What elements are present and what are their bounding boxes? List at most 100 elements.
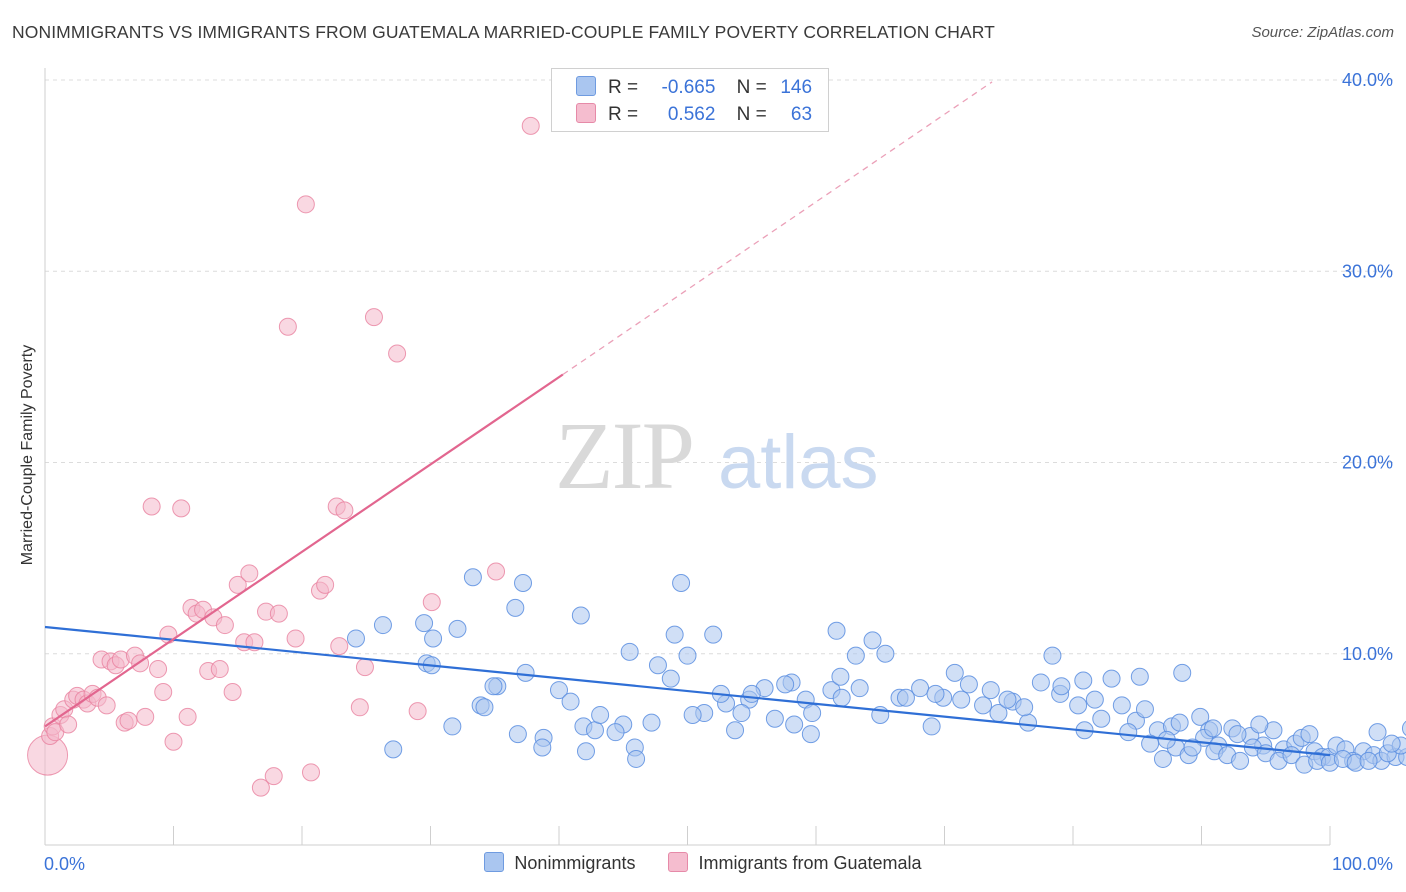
point-nonimmigrants (1204, 719, 1223, 738)
point-nonimmigrants (876, 644, 895, 663)
point-nonimmigrants (678, 646, 697, 665)
point-nonimmigrants (827, 621, 846, 640)
legend-item-nonimmigrants[interactable]: Nonimmigrants (484, 852, 635, 874)
point-nonimmigrants (1228, 725, 1247, 744)
point-nonimmigrants (832, 688, 851, 707)
axes (44, 68, 1331, 846)
point-immigrants (388, 344, 407, 363)
chart-title: NONIMMIGRANTS VS IMMIGRANTS FROM GUATEMA… (12, 22, 995, 42)
point-immigrants (286, 629, 305, 648)
point-nonimmigrants (863, 631, 882, 650)
point-immigrants (172, 499, 191, 518)
legend-r-value: -0.665 (661, 77, 716, 98)
point-nonimmigrants (683, 705, 702, 724)
watermark: ZIP atlas (555, 402, 879, 509)
legend-r-label: R = (608, 104, 639, 125)
watermark-zip: ZIP (555, 402, 693, 509)
point-nonimmigrants (959, 675, 978, 694)
point-nonimmigrants (571, 606, 590, 625)
point-nonimmigrants (443, 717, 462, 736)
point-nonimmigrants (981, 681, 1000, 700)
point-immigrants (178, 707, 197, 726)
point-nonimmigrants (1074, 671, 1093, 690)
legend-swatch-pink (576, 103, 596, 123)
point-immigrants (228, 575, 247, 594)
point-nonimmigrants (373, 616, 392, 635)
point-nonimmigrants (516, 663, 535, 682)
point-immigrants (59, 715, 78, 734)
point-nonimmigrants (846, 646, 865, 665)
legend-label-nonimmigrants: Nonimmigrants (514, 853, 636, 873)
point-nonimmigrants (831, 667, 850, 686)
point-nonimmigrants (1300, 725, 1319, 744)
point-nonimmigrants (801, 725, 820, 744)
series-immigrants-points (27, 116, 540, 797)
point-nonimmigrants (475, 698, 494, 717)
point-immigrants (422, 593, 441, 612)
point-nonimmigrants (1102, 669, 1121, 688)
point-immigrants (301, 763, 320, 782)
point-nonimmigrants (1368, 723, 1387, 742)
trend-line-immigrants-extrapolated (562, 81, 993, 376)
point-immigrants (355, 658, 374, 677)
x-tick-label-1: 100.0% (1332, 854, 1393, 874)
legend-n-label: N = (736, 77, 767, 98)
point-immigrants (316, 575, 335, 594)
legend-label-immigrants: Immigrants from Guatemala (698, 853, 922, 873)
point-nonimmigrants (765, 709, 784, 728)
legend-item-immigrants[interactable]: Immigrants from Guatemala (668, 852, 922, 874)
point-nonimmigrants (1401, 720, 1406, 736)
point-nonimmigrants (1130, 667, 1149, 686)
point-nonimmigrants (1092, 709, 1111, 728)
point-nonimmigrants (742, 684, 761, 703)
trend-line-nonimmigrants (44, 625, 1331, 757)
point-immigrants (119, 711, 138, 730)
y-tick-label-0: 10.0% (1342, 644, 1393, 664)
legend-r-label: R = (608, 77, 639, 98)
legend-n-value: 146 (780, 77, 813, 98)
point-nonimmigrants (926, 684, 945, 703)
point-nonimmigrants (952, 690, 971, 709)
point-nonimmigrants (424, 629, 443, 648)
point-nonimmigrants (533, 738, 552, 757)
point-nonimmigrants (974, 696, 993, 715)
legend-n-label: N = (736, 104, 767, 125)
series-legend: Nonimmigrants Immigrants from Guatemala (0, 852, 1406, 874)
series-nonimmigrants-points (346, 568, 1406, 774)
point-nonimmigrants (785, 715, 804, 734)
point-nonimmigrants (922, 717, 941, 736)
point-nonimmigrants (627, 749, 646, 768)
point-nonimmigrants (726, 721, 745, 740)
point-immigrants (269, 604, 288, 623)
point-immigrants (278, 317, 297, 336)
trend-lines (44, 81, 1331, 757)
point-nonimmigrants (1112, 696, 1131, 715)
point-nonimmigrants (665, 625, 684, 644)
point-nonimmigrants (1119, 723, 1138, 742)
legend-n-value: 63 (790, 104, 813, 125)
point-immigrants (521, 116, 540, 135)
x-tick-label-0: 0.0% (44, 854, 85, 874)
point-nonimmigrants (1231, 751, 1250, 770)
point-nonimmigrants (998, 690, 1017, 709)
watermark-atlas: atlas (718, 420, 879, 505)
point-nonimmigrants (463, 568, 482, 587)
point-nonimmigrants (896, 688, 915, 707)
y-tick-label-1: 20.0% (1342, 453, 1393, 473)
source-label: Source: ZipAtlas.com (1251, 24, 1394, 41)
point-nonimmigrants (606, 723, 625, 742)
point-immigrants (296, 195, 315, 214)
point-immigrants (223, 683, 242, 701)
point-immigrants (251, 778, 270, 797)
point-nonimmigrants (1183, 738, 1202, 757)
point-nonimmigrants (672, 573, 691, 592)
trend-line-immigrants (44, 373, 564, 728)
tick-labels: 10.0% 20.0% 30.0% 40.0% 0.0% 100.0% (44, 70, 1393, 874)
point-nonimmigrants (620, 642, 639, 661)
point-nonimmigrants (1173, 663, 1192, 682)
point-nonimmigrants (648, 656, 667, 675)
point-nonimmigrants (1135, 700, 1154, 719)
point-nonimmigrants (661, 669, 680, 688)
legend-swatch-blue (484, 852, 505, 872)
